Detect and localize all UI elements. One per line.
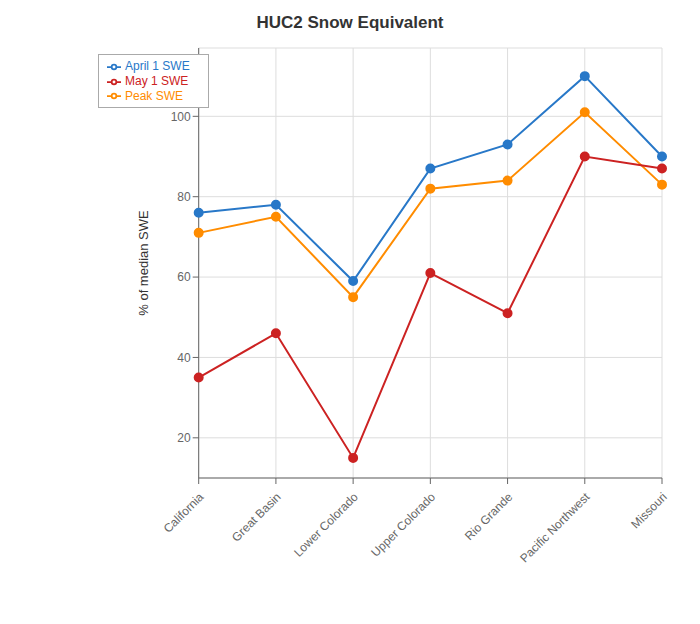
svg-text:Missouri: Missouri bbox=[628, 490, 669, 531]
html-text:May 1 SWE: May 1 SWE bbox=[125, 73, 189, 88]
svg-text:Lower Colorado: Lower Colorado bbox=[291, 490, 361, 560]
svg-text:% of median SWE: % of median SWE bbox=[136, 210, 151, 316]
svg-text:100: 100 bbox=[171, 110, 191, 124]
html-text:Peak SWE: Peak SWE bbox=[125, 88, 183, 103]
svg-text:60: 60 bbox=[177, 270, 191, 284]
svg-text:80: 80 bbox=[177, 190, 191, 204]
svg-text:40: 40 bbox=[177, 351, 191, 365]
svg-text:Great Basin: Great Basin bbox=[229, 490, 284, 545]
svg-text:20: 20 bbox=[177, 431, 191, 445]
svg-text:Pacific Northwest: Pacific Northwest bbox=[517, 489, 593, 565]
svg-text:Rio Grande: Rio Grande bbox=[462, 490, 516, 544]
html-text:April 1 SWE: April 1 SWE bbox=[125, 59, 190, 73]
html-text:HUC2 Snow Equivalent: HUC2 Snow Equivalent bbox=[256, 13, 444, 32]
svg-text:California: California bbox=[161, 490, 207, 536]
svg-text:Upper Colorado: Upper Colorado bbox=[368, 490, 438, 560]
